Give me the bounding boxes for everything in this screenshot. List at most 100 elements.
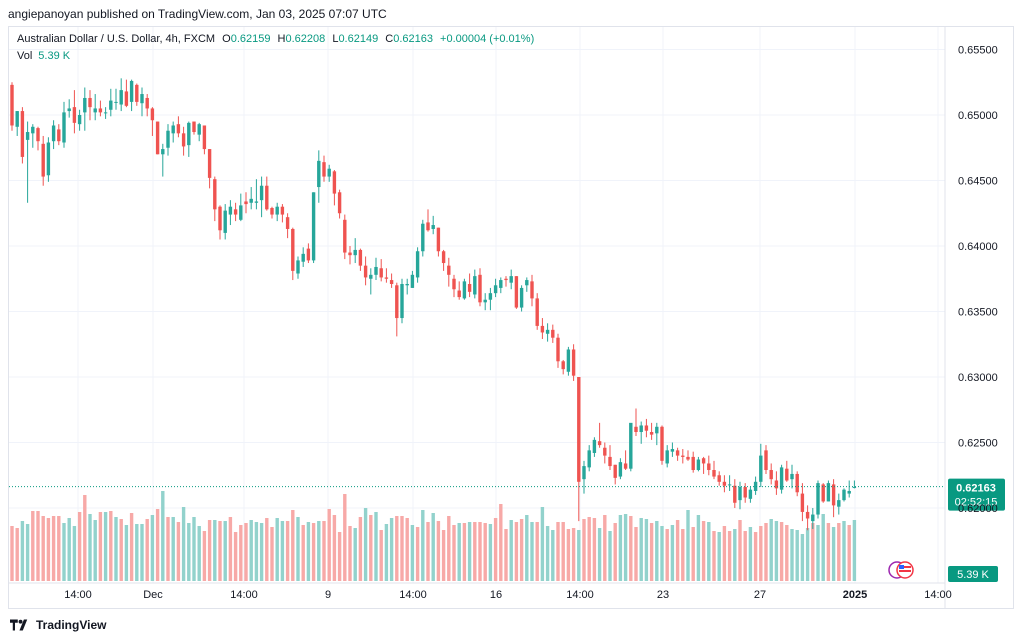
volume-bar bbox=[369, 515, 373, 581]
volume-bar bbox=[675, 520, 680, 581]
candle-body bbox=[649, 432, 654, 435]
candle-body bbox=[93, 108, 97, 113]
candle-body bbox=[447, 265, 451, 275]
candle-body bbox=[187, 122, 191, 146]
volume-bar bbox=[88, 514, 92, 581]
volume-bar bbox=[51, 516, 56, 581]
volume-bar bbox=[701, 521, 706, 581]
volume-bar bbox=[285, 521, 290, 581]
footer-brand-label: TradingView bbox=[36, 618, 107, 632]
volume-bar bbox=[686, 510, 690, 581]
volume-bar bbox=[41, 516, 45, 581]
candle-body bbox=[535, 298, 539, 326]
candle-body bbox=[306, 248, 311, 261]
candle-body bbox=[155, 121, 160, 155]
volume-bar bbox=[192, 517, 196, 581]
candle-body bbox=[114, 101, 118, 103]
candle-body bbox=[488, 293, 493, 300]
price-tick-label: 0.63000 bbox=[958, 372, 998, 384]
volume-bar bbox=[31, 511, 35, 581]
candle-body bbox=[161, 149, 165, 155]
candle-body bbox=[837, 500, 841, 507]
volume-bar bbox=[655, 521, 659, 581]
candle-body bbox=[249, 198, 253, 203]
volume-bar bbox=[447, 516, 451, 581]
time-tick-label: 14:00 bbox=[924, 589, 952, 601]
volume-legend[interactable]: Vol 5.39 K bbox=[17, 50, 70, 62]
price-tick-label: 0.62500 bbox=[958, 438, 998, 450]
candle-body bbox=[603, 447, 607, 456]
volume-bar bbox=[218, 521, 222, 581]
close-label: C bbox=[385, 33, 394, 45]
volume-bar bbox=[265, 518, 269, 581]
volume-bar bbox=[46, 518, 51, 581]
candle-body bbox=[207, 149, 212, 178]
candle-body bbox=[545, 329, 550, 334]
candle-body bbox=[124, 91, 129, 106]
volume-bar bbox=[545, 526, 550, 581]
candle-body bbox=[389, 280, 394, 284]
candle-body bbox=[665, 450, 669, 464]
candle-body bbox=[842, 489, 846, 501]
candle-body bbox=[327, 168, 331, 177]
candle-body bbox=[166, 130, 170, 148]
candle-body bbox=[202, 125, 207, 150]
volume-bar bbox=[847, 525, 851, 581]
candle-body bbox=[655, 426, 659, 434]
candle-body bbox=[816, 483, 820, 515]
candle-body bbox=[514, 276, 519, 308]
volume-bar bbox=[603, 515, 607, 581]
candle-body bbox=[36, 128, 40, 142]
candle-body bbox=[556, 337, 560, 362]
volume-bar bbox=[249, 520, 253, 581]
volume-bar bbox=[109, 511, 113, 581]
open-value: 0.62159 bbox=[230, 33, 271, 45]
volume-bar bbox=[254, 522, 259, 581]
candle-body bbox=[436, 227, 441, 252]
volume-bar bbox=[535, 522, 539, 581]
tradingview-logo-icon bbox=[10, 619, 28, 631]
flag-stripe bbox=[899, 566, 911, 568]
time-tick-label: 14:00 bbox=[230, 589, 258, 601]
flag-stripe bbox=[899, 570, 911, 572]
volume-bar bbox=[119, 519, 123, 581]
volume-bar bbox=[566, 529, 571, 581]
price-tick-label: 0.65500 bbox=[958, 45, 998, 57]
candle-body bbox=[374, 266, 378, 275]
candle-body bbox=[629, 422, 633, 469]
candle-body bbox=[119, 90, 123, 105]
volume-label: Vol bbox=[17, 50, 33, 62]
volume-bar bbox=[150, 515, 155, 581]
candle-body bbox=[150, 108, 155, 121]
candle-body bbox=[317, 160, 321, 188]
candle-body bbox=[57, 129, 61, 142]
volume-bar bbox=[363, 508, 368, 581]
footer-brand[interactable]: TradingView bbox=[10, 618, 106, 632]
volume-bar bbox=[202, 531, 207, 581]
volume-bar bbox=[717, 532, 721, 581]
candle-body bbox=[140, 94, 144, 104]
candle-body bbox=[525, 280, 529, 286]
last-price-tag bbox=[948, 478, 1005, 511]
candle-body bbox=[681, 455, 685, 457]
volume-bar bbox=[296, 517, 300, 581]
candle-body bbox=[639, 425, 643, 433]
volume-bar bbox=[525, 515, 529, 581]
volume-bar bbox=[306, 522, 311, 581]
candle-body bbox=[46, 142, 51, 176]
volume-bar bbox=[577, 530, 581, 581]
candle-body bbox=[571, 349, 576, 376]
candle-body bbox=[457, 290, 461, 298]
candle-body bbox=[811, 514, 815, 522]
symbol-legend[interactable]: Australian Dollar / U.S. Dollar, 4h, FXC… bbox=[17, 33, 534, 45]
volume-bar bbox=[343, 494, 347, 581]
top-header: angiepanoyan published on TradingView.co… bbox=[8, 7, 387, 21]
volume-bar bbox=[826, 523, 831, 581]
volume-bar bbox=[322, 521, 326, 581]
candle-body bbox=[41, 143, 45, 177]
candle-body bbox=[826, 483, 831, 502]
volume-bar bbox=[509, 520, 513, 581]
candle-body bbox=[400, 283, 404, 319]
volume-bar bbox=[62, 523, 66, 581]
